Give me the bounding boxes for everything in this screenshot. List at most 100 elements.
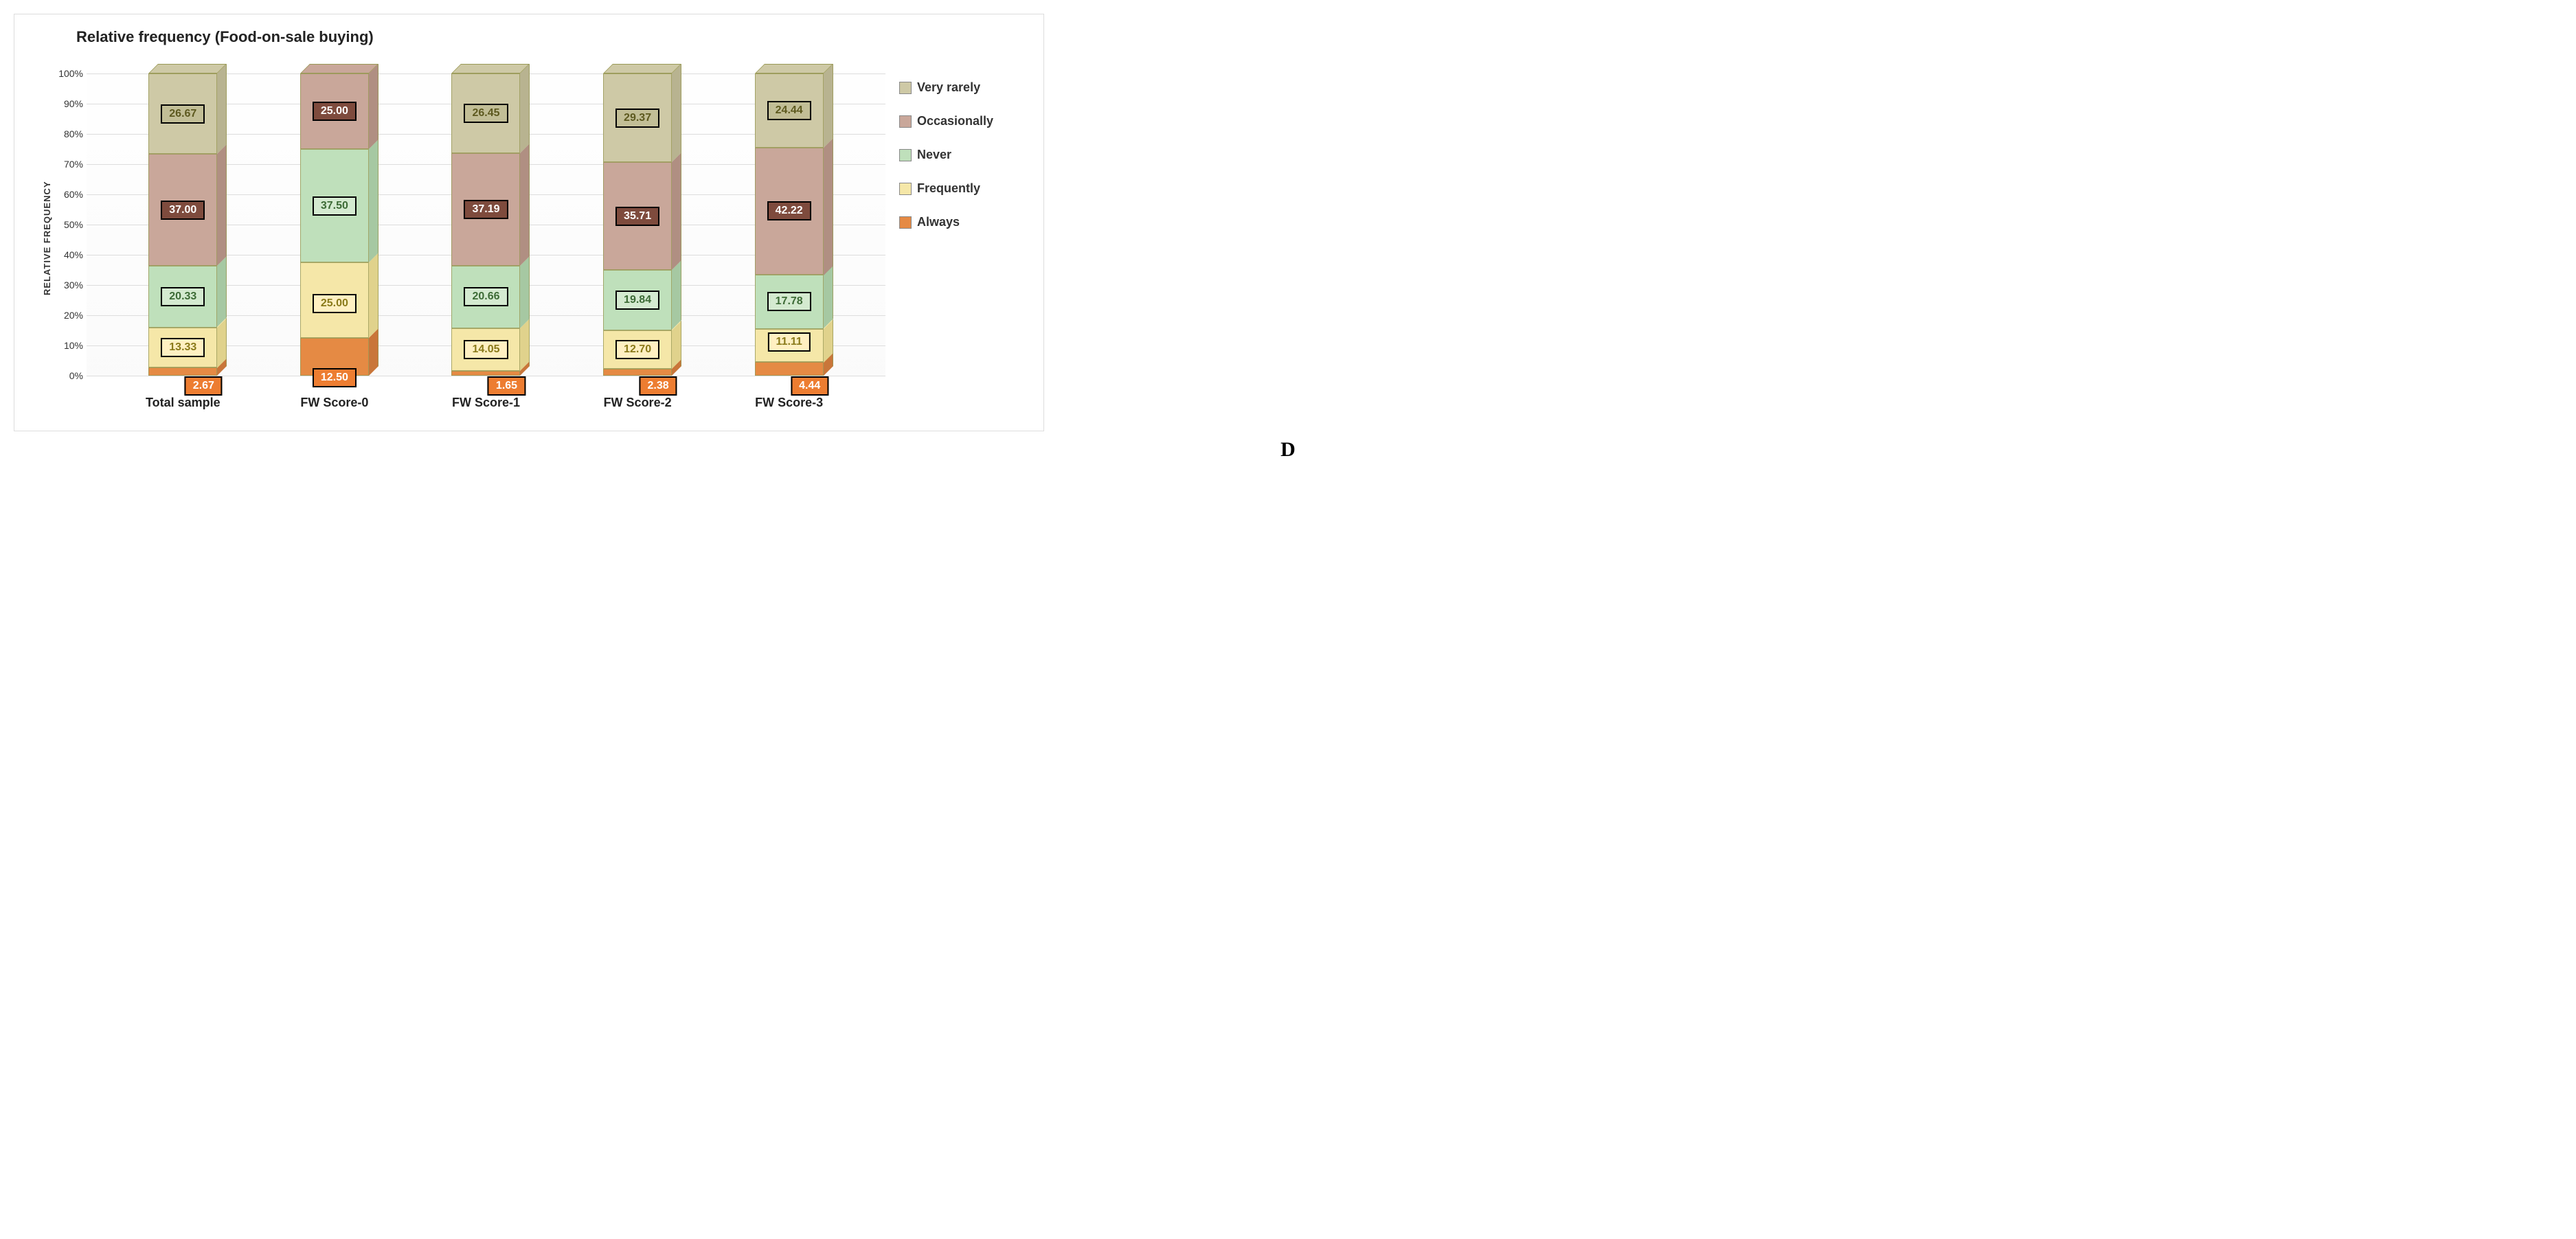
- bar-top-cap: [451, 64, 530, 73]
- segment-side: [520, 144, 530, 266]
- data-label: 2.67: [185, 376, 223, 396]
- legend-swatch: [899, 82, 912, 94]
- data-label: 24.44: [767, 101, 811, 120]
- data-label: 37.50: [313, 196, 357, 216]
- ytick-label: 70%: [52, 159, 83, 170]
- segment-always: 2.67: [148, 367, 217, 376]
- legend-label: Always: [917, 215, 960, 229]
- data-label: 25.00: [313, 294, 357, 313]
- figure-label: D: [14, 438, 2562, 462]
- legend-item-occasionally: Occasionally: [899, 114, 1009, 128]
- segment-side: [369, 64, 379, 149]
- segment-side: [824, 138, 833, 275]
- segment-side: [217, 64, 227, 154]
- segment-always: 2.38: [603, 369, 672, 376]
- segment-occasionally: 42.22: [755, 148, 824, 275]
- bar-group: 1.6514.0520.6637.1926.45FW Score-1: [451, 73, 520, 376]
- bar: 2.6713.3320.3337.0026.67Total sample: [148, 73, 217, 376]
- data-label: 20.33: [161, 287, 205, 306]
- bar-top-cap: [148, 64, 227, 73]
- x-axis-label: FW Score-1: [452, 396, 520, 410]
- ytick-label: 30%: [52, 280, 83, 291]
- segment-frequently: 11.11: [755, 329, 824, 363]
- segment-occasionally: 35.71: [603, 162, 672, 270]
- data-label: 26.45: [464, 104, 508, 123]
- segment-never: 20.66: [451, 266, 520, 328]
- segment-side: [520, 256, 530, 328]
- ytick-label: 40%: [52, 249, 83, 260]
- segment-frequently: 25.00: [300, 262, 369, 338]
- ytick-label: 10%: [52, 340, 83, 351]
- bar: 1.6514.0520.6637.1926.45FW Score-1: [451, 73, 520, 376]
- segment-occasionally: 37.00: [148, 154, 217, 266]
- segment-front: [451, 371, 520, 376]
- legend-item-always: Always: [899, 215, 1009, 229]
- segment-front: [148, 367, 217, 376]
- ytick-label: 0%: [52, 370, 83, 381]
- data-label: 37.19: [464, 200, 508, 219]
- data-label: 12.50: [313, 368, 357, 387]
- segment-very_rarely: 26.67: [148, 73, 217, 154]
- segment-side: [824, 64, 833, 148]
- segment-side: [369, 253, 379, 338]
- legend-label: Occasionally: [917, 114, 993, 128]
- chart-title: Relative frequency (Food-on-sale buying): [76, 28, 1023, 46]
- data-label: 37.00: [161, 201, 205, 220]
- segment-side: [672, 152, 681, 270]
- segment-never: 20.33: [148, 266, 217, 327]
- data-label: 29.37: [615, 109, 659, 128]
- ytick-label: 50%: [52, 219, 83, 230]
- segment-always: 4.44: [755, 362, 824, 376]
- segment-side: [672, 260, 681, 330]
- segment-occasionally: 37.19: [451, 153, 520, 266]
- segment-always: 12.50: [300, 338, 369, 376]
- bar-top-cap: [603, 64, 681, 73]
- segment-very_rarely: 26.45: [451, 73, 520, 153]
- ytick-label: 20%: [52, 310, 83, 321]
- segment-occasionally: 25.00: [300, 73, 369, 149]
- ytick-label: 80%: [52, 128, 83, 139]
- x-axis-label: Total sample: [146, 396, 221, 410]
- y-axis-title: RELATIVE FREQUENCY: [35, 60, 52, 417]
- data-label: 17.78: [767, 292, 811, 311]
- data-label: 25.00: [313, 102, 357, 121]
- segment-never: 19.84: [603, 270, 672, 330]
- data-label: 1.65: [488, 376, 526, 396]
- data-label: 26.67: [161, 104, 205, 124]
- bar-group: 2.6713.3320.3337.0026.67Total sample: [148, 73, 217, 376]
- legend-label: Frequently: [917, 181, 980, 196]
- segment-frequently: 13.33: [148, 328, 217, 368]
- ytick-label: 60%: [52, 189, 83, 200]
- segment-frequently: 14.05: [451, 328, 520, 371]
- segment-very_rarely: 24.44: [755, 73, 824, 148]
- bar: 4.4411.1117.7842.2224.44FW Score-3: [755, 73, 824, 376]
- x-axis-label: FW Score-2: [604, 396, 672, 410]
- bar: 2.3812.7019.8435.7129.37FW Score-2: [603, 73, 672, 376]
- segment-never: 37.50: [300, 149, 369, 262]
- data-label: 35.71: [615, 207, 659, 226]
- chart-container: Relative frequency (Food-on-sale buying)…: [14, 14, 1044, 431]
- bar-top-cap: [755, 64, 833, 73]
- segment-front: [603, 369, 672, 376]
- data-label: 11.11: [768, 332, 811, 352]
- chart-body: RELATIVE FREQUENCY 0% 10% 20% 30% 40% 50% 60% 7…: [35, 60, 1023, 417]
- data-label: 13.33: [161, 338, 205, 357]
- legend: Very rarelyOccasionallyNeverFrequentlyAl…: [885, 60, 1023, 417]
- ytick-label: 90%: [52, 98, 83, 109]
- bars-container: 2.6713.3320.3337.0026.67Total sample12.5…: [107, 73, 865, 376]
- bar-top-cap: [300, 64, 379, 73]
- segment-side: [217, 144, 227, 266]
- segment-side: [369, 139, 379, 262]
- segment-very_rarely: 29.37: [603, 73, 672, 162]
- segment-frequently: 12.70: [603, 330, 672, 369]
- bar-group: 12.5025.0037.5025.00FW Score-0: [300, 73, 369, 376]
- legend-swatch: [899, 216, 912, 229]
- data-label: 12.70: [615, 340, 659, 359]
- legend-item-frequently: Frequently: [899, 181, 1009, 196]
- legend-swatch: [899, 149, 912, 161]
- segment-always: 1.65: [451, 371, 520, 376]
- segment-side: [217, 256, 227, 327]
- legend-item-very_rarely: Very rarely: [899, 80, 1009, 95]
- bar-group: 4.4411.1117.7842.2224.44FW Score-3: [755, 73, 824, 376]
- legend-swatch: [899, 115, 912, 128]
